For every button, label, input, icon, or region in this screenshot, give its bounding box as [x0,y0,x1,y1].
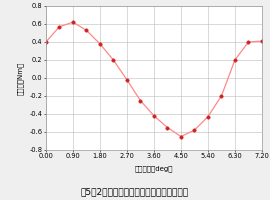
X-axis label: 回転角度（deg）: 回転角度（deg） [135,165,173,172]
Y-axis label: トルク（Nm）: トルク（Nm） [17,61,24,95]
Text: 図5　2相励磁時のスティフネストルク特性: 図5 2相励磁時のスティフネストルク特性 [81,187,189,196]
